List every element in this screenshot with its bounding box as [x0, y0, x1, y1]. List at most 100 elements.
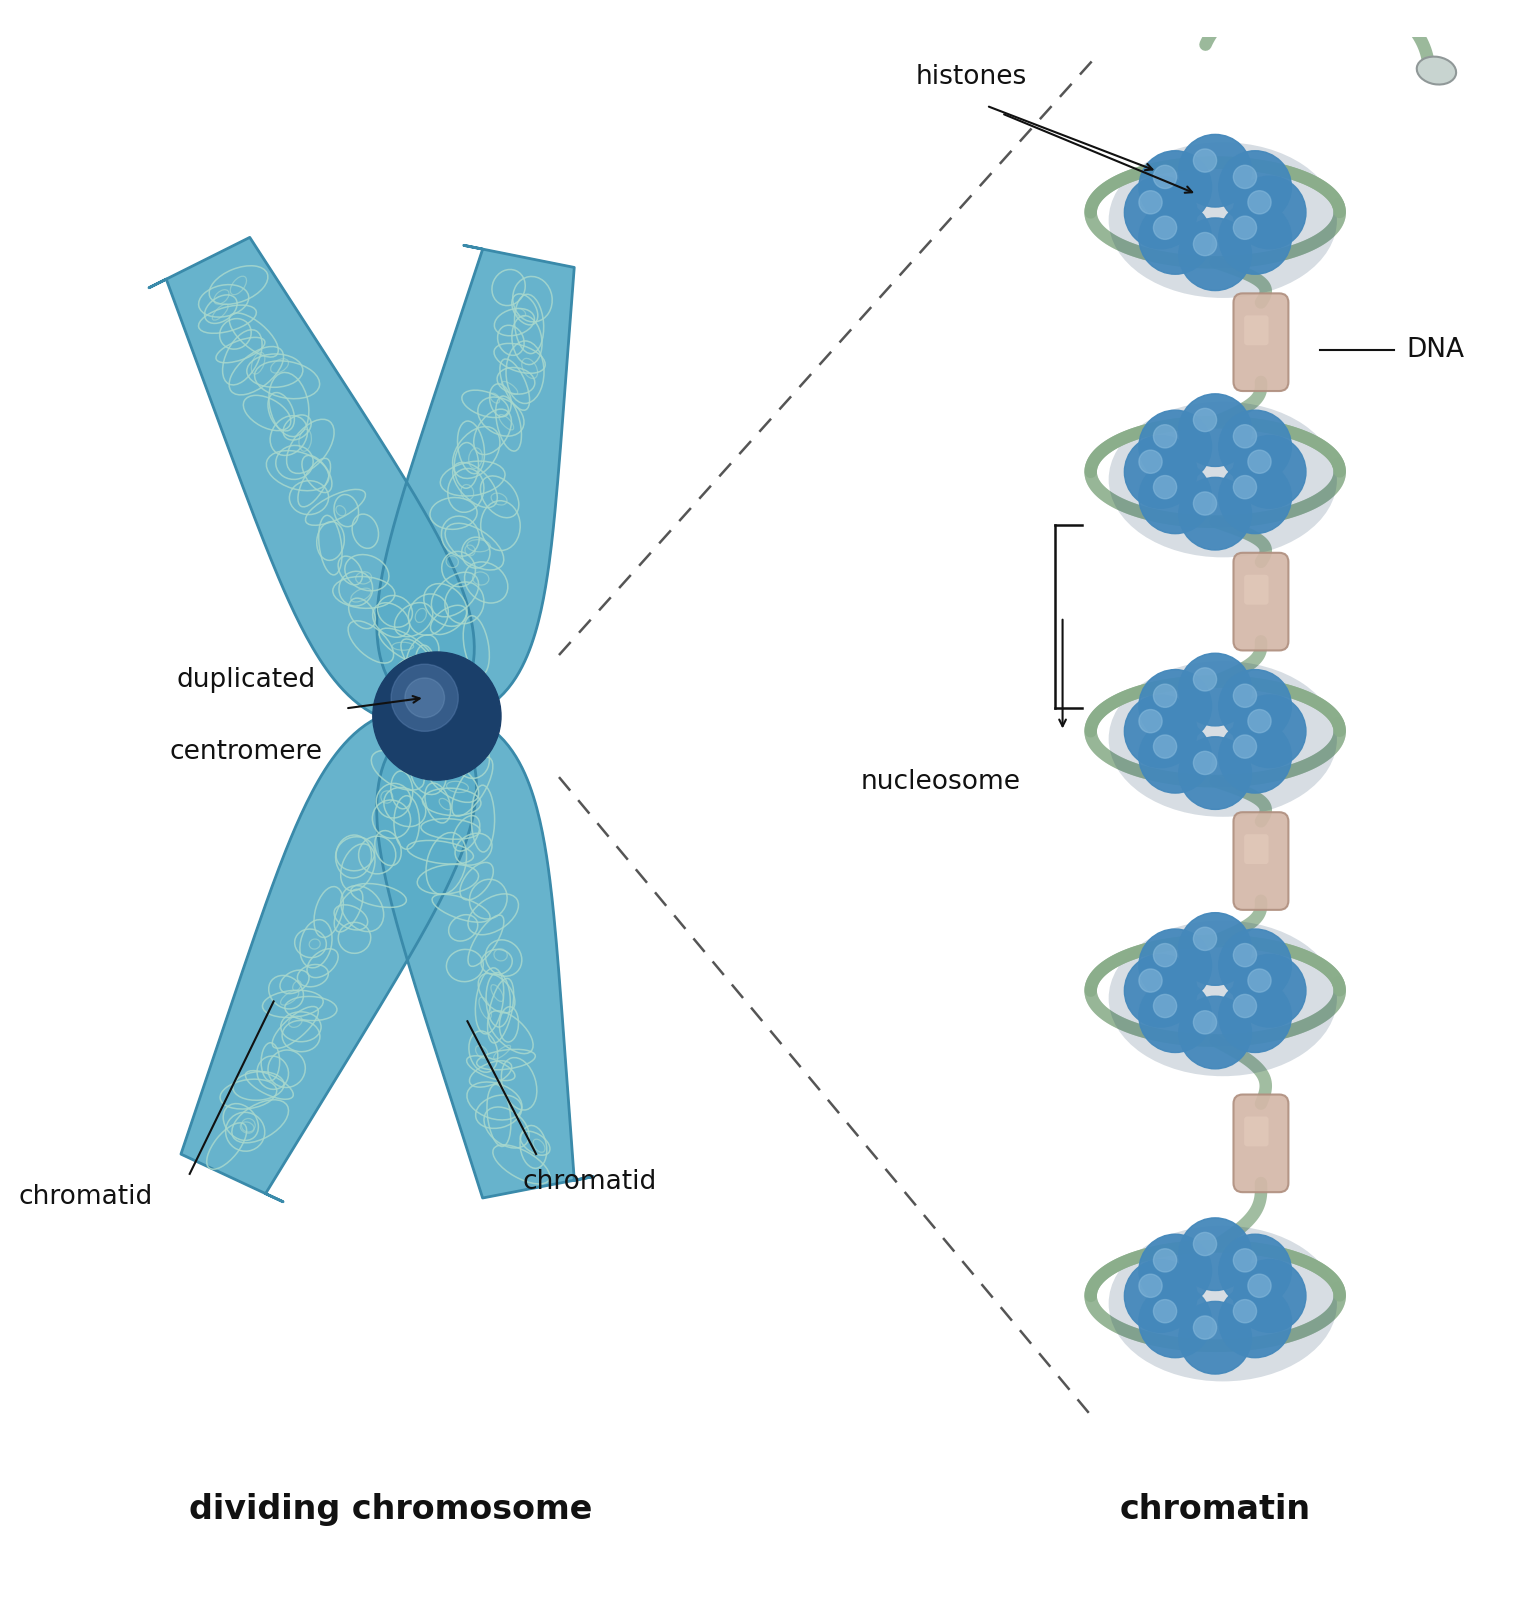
Circle shape [1138, 1274, 1163, 1298]
Circle shape [1154, 165, 1177, 189]
Circle shape [1178, 218, 1251, 291]
Circle shape [1219, 979, 1291, 1053]
Circle shape [1248, 1274, 1271, 1298]
Circle shape [1154, 1248, 1177, 1272]
Circle shape [1178, 394, 1251, 467]
Ellipse shape [1416, 56, 1456, 85]
Circle shape [1154, 944, 1177, 966]
Circle shape [1233, 734, 1256, 758]
Circle shape [1219, 410, 1291, 483]
Circle shape [1248, 450, 1271, 474]
Text: centromere: centromere [170, 739, 322, 765]
Circle shape [391, 664, 458, 731]
Circle shape [1233, 475, 1256, 499]
FancyBboxPatch shape [1233, 813, 1288, 910]
Circle shape [1125, 176, 1196, 250]
FancyBboxPatch shape [1244, 834, 1268, 864]
Circle shape [1138, 1285, 1212, 1358]
Ellipse shape [1109, 920, 1337, 1077]
Circle shape [1233, 424, 1256, 448]
Circle shape [1219, 720, 1291, 794]
Circle shape [1193, 667, 1216, 691]
Circle shape [1138, 202, 1212, 274]
Circle shape [1219, 150, 1291, 224]
Text: DNA: DNA [1406, 338, 1464, 363]
Circle shape [1125, 694, 1196, 768]
FancyBboxPatch shape [1244, 1117, 1268, 1147]
Circle shape [1248, 190, 1271, 214]
Circle shape [1233, 955, 1306, 1027]
Circle shape [1178, 912, 1251, 986]
Circle shape [1154, 994, 1177, 1018]
Circle shape [1178, 1301, 1251, 1374]
Ellipse shape [1109, 402, 1337, 557]
FancyBboxPatch shape [1233, 293, 1288, 390]
Circle shape [1193, 1011, 1216, 1034]
Polygon shape [148, 237, 474, 723]
Circle shape [1154, 734, 1177, 758]
Circle shape [1233, 176, 1306, 250]
Circle shape [1178, 134, 1251, 206]
Circle shape [1138, 720, 1212, 794]
Circle shape [1178, 1218, 1251, 1291]
Circle shape [1193, 232, 1216, 256]
Circle shape [1233, 944, 1256, 966]
Circle shape [1178, 477, 1251, 550]
Circle shape [1154, 216, 1177, 240]
Circle shape [1233, 1299, 1256, 1323]
Circle shape [1233, 994, 1256, 1018]
Ellipse shape [1109, 142, 1337, 298]
Circle shape [1138, 1234, 1212, 1307]
Text: chromatin: chromatin [1120, 1493, 1311, 1526]
Circle shape [1138, 461, 1212, 534]
Circle shape [1138, 150, 1212, 224]
Circle shape [1138, 930, 1212, 1002]
Circle shape [1219, 461, 1291, 534]
Circle shape [1219, 1234, 1291, 1307]
Circle shape [1138, 410, 1212, 483]
Circle shape [1233, 165, 1256, 189]
Circle shape [1178, 997, 1251, 1069]
Circle shape [1193, 491, 1216, 515]
Polygon shape [377, 245, 575, 717]
FancyBboxPatch shape [1233, 552, 1288, 651]
Circle shape [1125, 1259, 1196, 1333]
FancyBboxPatch shape [1244, 574, 1268, 605]
Circle shape [1138, 669, 1212, 742]
Circle shape [1193, 408, 1216, 432]
FancyBboxPatch shape [1244, 315, 1268, 346]
Text: duplicated: duplicated [177, 667, 316, 693]
Circle shape [1248, 970, 1271, 992]
Circle shape [1233, 1248, 1256, 1272]
Circle shape [1193, 926, 1216, 950]
Circle shape [373, 651, 501, 781]
Text: chromatid: chromatid [18, 1184, 153, 1210]
Circle shape [1219, 930, 1291, 1002]
Circle shape [1233, 694, 1306, 768]
Circle shape [1193, 1315, 1216, 1339]
Polygon shape [180, 710, 477, 1202]
Circle shape [1138, 190, 1163, 214]
Circle shape [405, 678, 445, 717]
Circle shape [1154, 1299, 1177, 1323]
Circle shape [1138, 450, 1163, 474]
Circle shape [1193, 149, 1216, 173]
FancyBboxPatch shape [1233, 1094, 1288, 1192]
Circle shape [1154, 685, 1177, 707]
Circle shape [1219, 1285, 1291, 1358]
Circle shape [1178, 736, 1251, 810]
Circle shape [1193, 752, 1216, 774]
Circle shape [1178, 653, 1251, 726]
Circle shape [1154, 424, 1177, 448]
Ellipse shape [1109, 1226, 1337, 1381]
Circle shape [1193, 1232, 1216, 1256]
Circle shape [1248, 709, 1271, 733]
Circle shape [1233, 435, 1306, 509]
Ellipse shape [1109, 661, 1337, 816]
Text: chromatid: chromatid [523, 1168, 657, 1195]
Circle shape [1138, 709, 1163, 733]
Circle shape [1233, 685, 1256, 707]
Circle shape [1219, 669, 1291, 742]
Circle shape [1138, 979, 1212, 1053]
Circle shape [1125, 435, 1196, 509]
